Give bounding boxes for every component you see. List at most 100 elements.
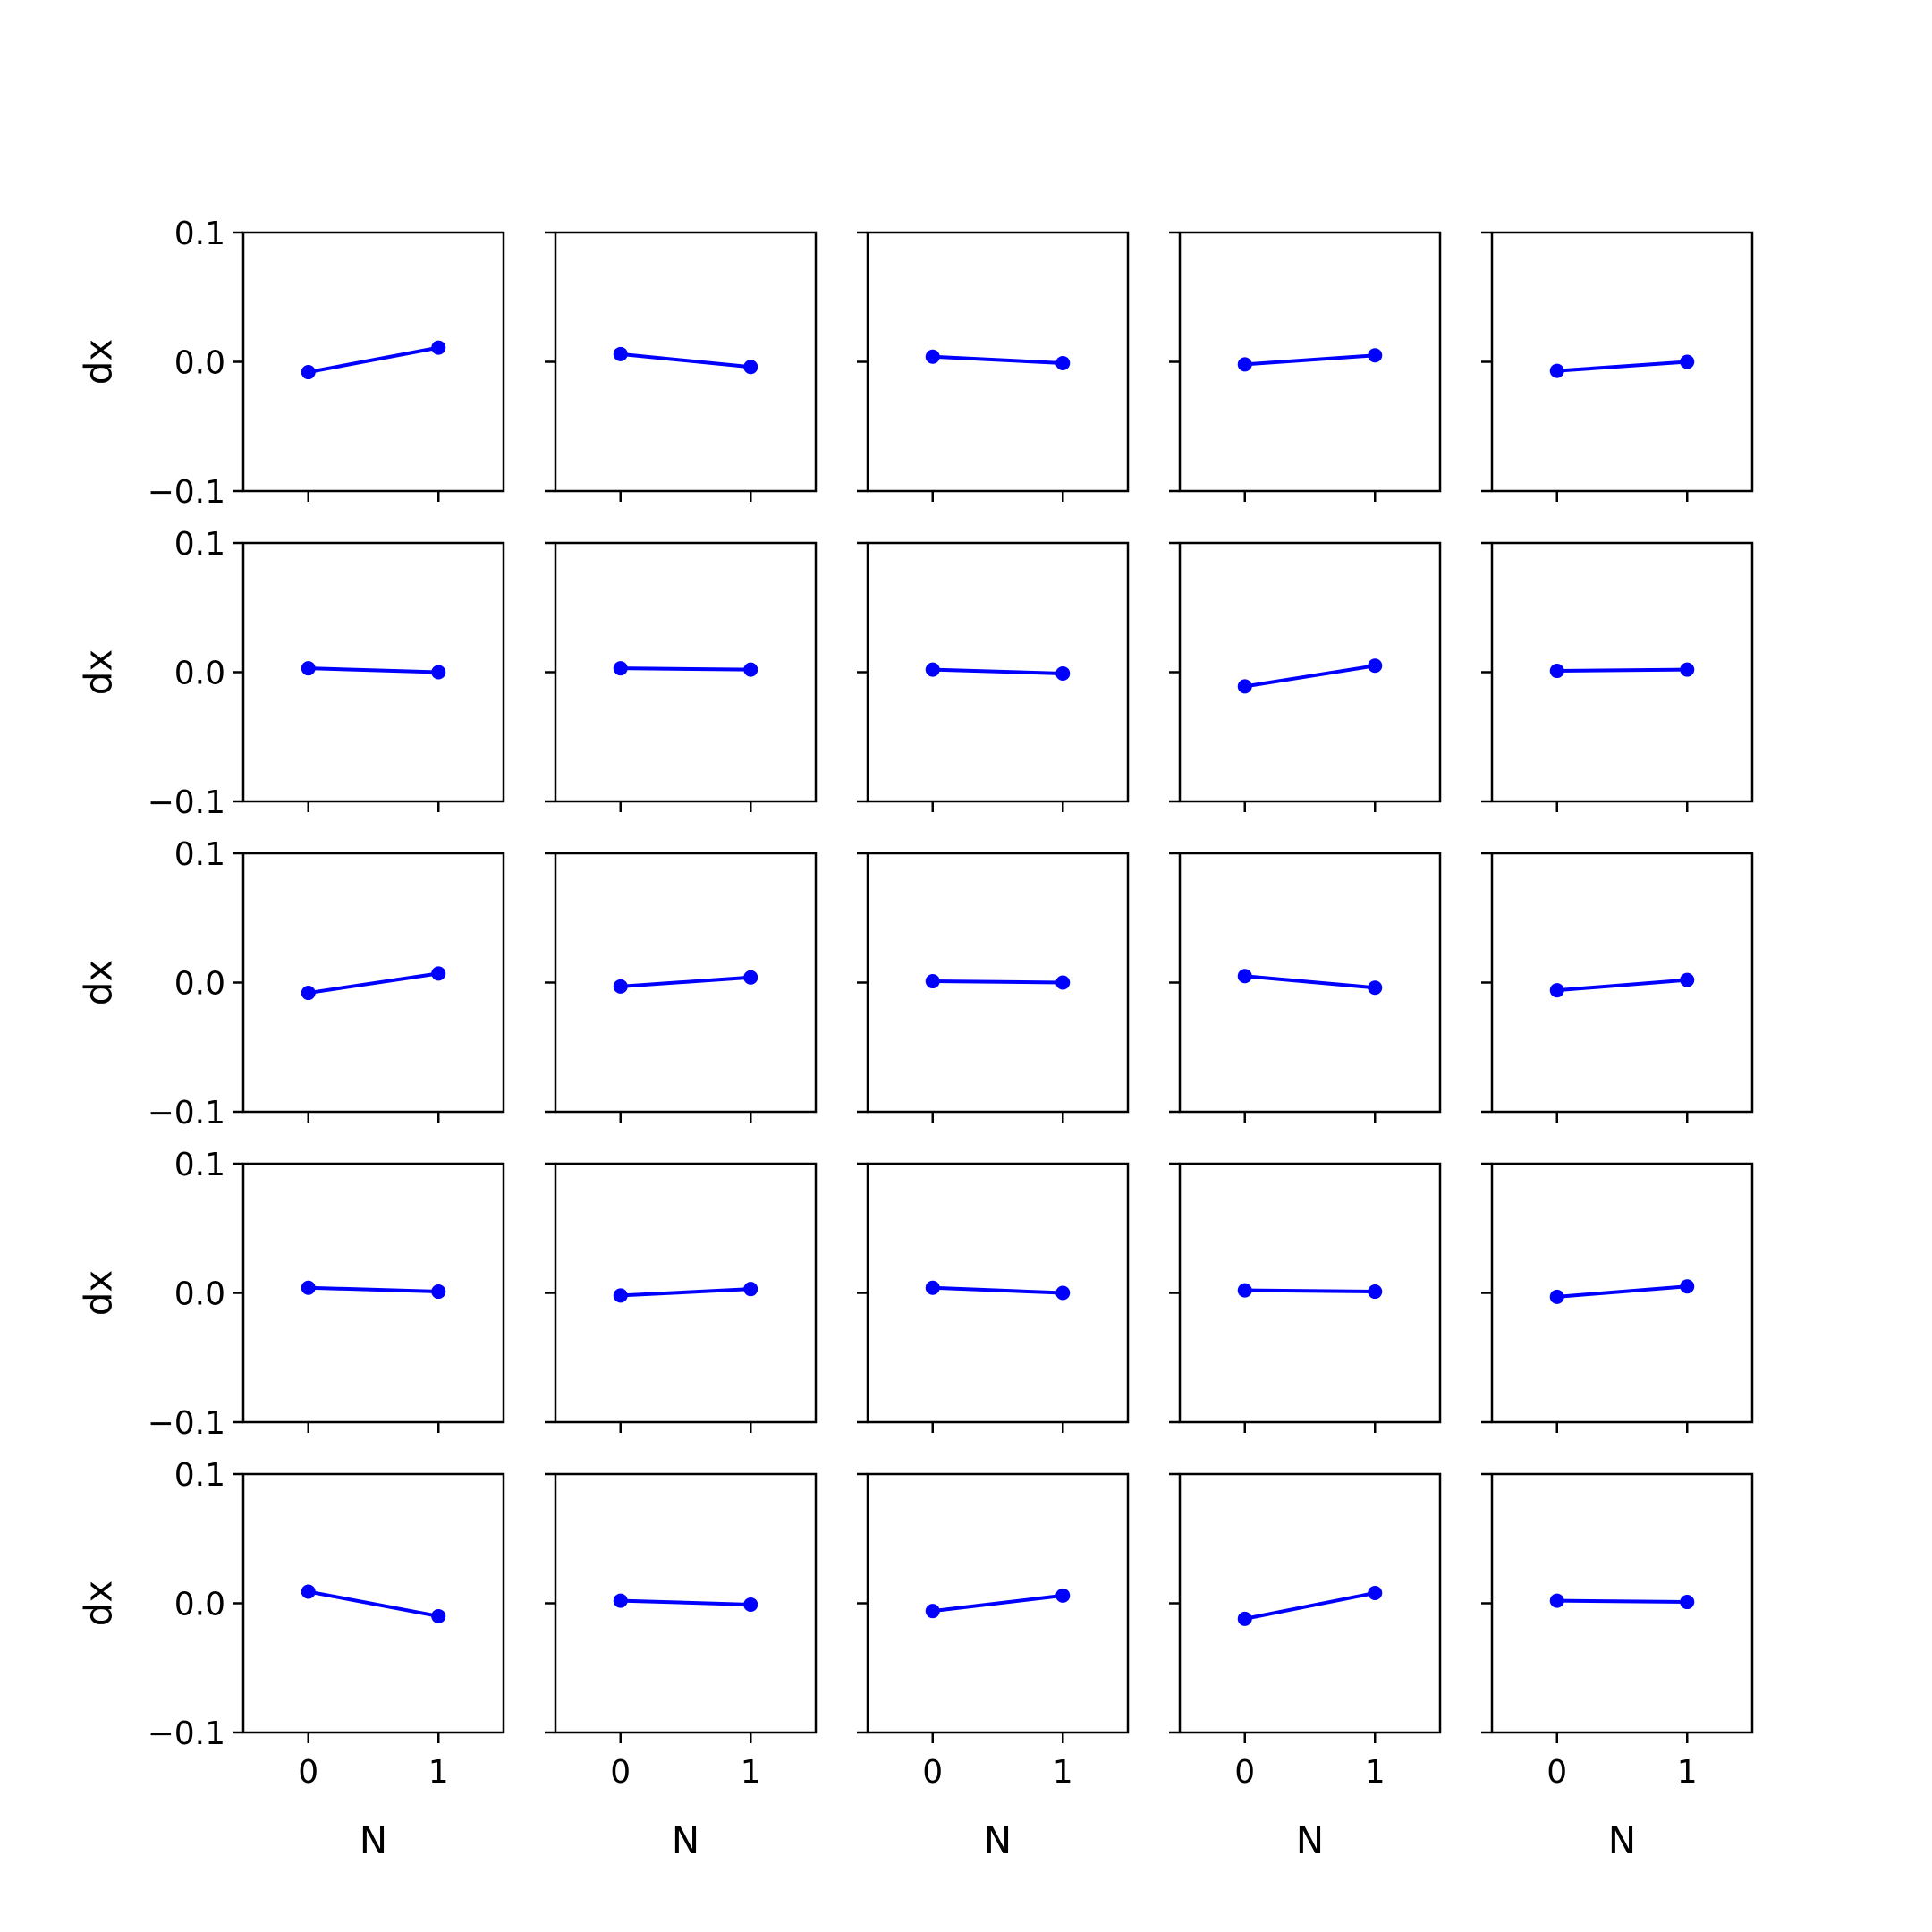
data-point	[1368, 348, 1383, 363]
x-axis-label: N	[672, 1818, 699, 1862]
x-axis-label: N	[1296, 1818, 1324, 1862]
subplot-r0-c1	[545, 231, 818, 502]
x-tick-label: 1	[741, 1754, 761, 1791]
data-point	[1237, 969, 1252, 984]
subplot-grid: 0.10.0−0.1dx0.10.0−0.1dx0.10.0−0.1dx0.10…	[77, 216, 1754, 1862]
data-point	[1680, 1279, 1695, 1294]
series-line	[306, 345, 441, 375]
data-point	[1055, 665, 1071, 681]
data-point	[1055, 1285, 1071, 1301]
x-tick-label: 0	[1234, 1754, 1255, 1791]
data-point	[1055, 355, 1071, 370]
series-line	[618, 352, 753, 369]
data-point	[925, 1604, 940, 1619]
data-point	[1368, 1585, 1383, 1600]
series-line	[1555, 978, 1690, 993]
data-point	[925, 1280, 940, 1295]
y-tick-label: 0.1	[174, 836, 225, 873]
series-line	[1242, 1590, 1377, 1621]
data-point	[431, 1608, 446, 1623]
data-point	[1237, 357, 1252, 372]
series-line	[1555, 1598, 1690, 1605]
y-tick-label: 0.1	[174, 1147, 225, 1183]
y-tick-label: −0.1	[148, 784, 225, 821]
data-point	[1680, 662, 1695, 677]
subplot-r3-c0: 0.1 0.0 −0.1 dx	[77, 1147, 505, 1442]
data-point	[431, 340, 446, 355]
subplot-r0-c0: 0.1 0.0 −0.1 dx	[77, 216, 505, 511]
series-line	[306, 666, 441, 674]
data-point	[301, 365, 316, 380]
subplot-r1-c0: 0.1 0.0 −0.1 dx	[77, 526, 505, 821]
x-tick-label: 0	[610, 1754, 631, 1791]
series-line	[1242, 353, 1377, 367]
subplot-r4-c3: 0 1 N	[1169, 1472, 1442, 1862]
data-point	[613, 979, 628, 994]
series-line	[306, 1589, 441, 1618]
subplot-r4-c1: 0 1 N	[545, 1472, 818, 1862]
data-point	[743, 1597, 758, 1612]
data-point	[431, 966, 446, 981]
series-line	[930, 667, 1065, 675]
data-point	[743, 970, 758, 985]
data-point	[1549, 983, 1564, 998]
x-tick-label: 1	[1677, 1754, 1698, 1791]
x-tick-label: 1	[1053, 1754, 1073, 1791]
data-point	[613, 1593, 628, 1608]
data-point	[1237, 1611, 1252, 1626]
series-line	[930, 979, 1065, 985]
x-tick-label: 0	[922, 1754, 943, 1791]
y-tick-label: −0.1	[148, 1405, 225, 1442]
subplot-r1-c4	[1481, 541, 1754, 812]
x-axis-label: N	[360, 1818, 387, 1862]
data-point	[1368, 1284, 1383, 1300]
y-tick-label: 0.0	[174, 345, 225, 382]
subplot-r0-c3	[1169, 231, 1442, 502]
data-point	[1237, 679, 1252, 694]
data-point	[431, 1284, 446, 1300]
data-point	[1549, 363, 1564, 378]
series-line	[618, 975, 753, 988]
subplot-r3-c3	[1169, 1162, 1442, 1433]
data-point	[613, 1288, 628, 1303]
data-point	[613, 346, 628, 361]
y-tick-label: 0.0	[174, 1587, 225, 1623]
data-point	[301, 1280, 316, 1295]
data-point	[743, 360, 758, 375]
y-tick-label: 0.0	[174, 656, 225, 692]
x-tick-label: 0	[1546, 1754, 1567, 1791]
subplot-r1-c3	[1169, 541, 1442, 812]
data-point	[1368, 980, 1383, 996]
data-point	[1368, 658, 1383, 674]
x-tick-label: 1	[1365, 1754, 1385, 1791]
subplot-r2-c1	[545, 852, 818, 1123]
data-point	[1549, 1289, 1564, 1304]
subplot-r1-c2	[857, 541, 1130, 812]
data-point	[743, 1282, 758, 1297]
data-point	[1549, 664, 1564, 679]
x-tick-label: 0	[298, 1754, 318, 1791]
data-point	[925, 662, 940, 677]
subplot-r2-c4	[1481, 852, 1754, 1123]
series-line	[1555, 360, 1690, 373]
subplot-r2-c2	[857, 852, 1130, 1123]
data-point	[301, 661, 316, 676]
y-tick-label: −0.1	[148, 474, 225, 511]
data-point	[1237, 1283, 1252, 1298]
y-tick-label: −0.1	[148, 1716, 225, 1752]
y-axis-label: dx	[77, 960, 121, 1006]
subplot-r4-c4: 0 1 N	[1481, 1472, 1754, 1862]
y-tick-label: 0.0	[174, 966, 225, 1003]
series-line	[1242, 664, 1377, 689]
subplot-r4-c2: 0 1 N	[857, 1472, 1130, 1862]
series-line	[1242, 1288, 1377, 1294]
series-line	[1242, 974, 1377, 990]
y-axis-label: dx	[77, 339, 121, 386]
y-axis-label: dx	[77, 1580, 121, 1627]
data-point	[301, 986, 316, 1001]
subplot-r1-c1	[545, 541, 818, 812]
y-tick-label: −0.1	[148, 1095, 225, 1131]
series-line	[306, 971, 441, 996]
y-tick-label: 0.1	[174, 1457, 225, 1494]
